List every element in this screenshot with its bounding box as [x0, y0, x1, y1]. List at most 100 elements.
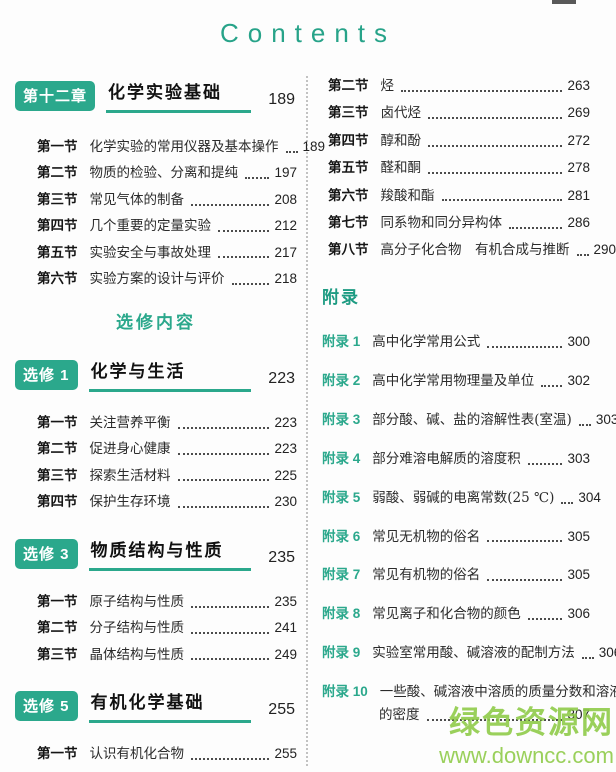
toc-row: 第四节 几个重要的定量实验 212 [37, 218, 297, 235]
section-title: 同系物和同分异构体 [380, 214, 503, 231]
appendix-title: 高中化学常用公式 [372, 334, 481, 351]
appendix-page: 303 [567, 450, 590, 466]
toc-row: 第三节 卤代烃 269 [328, 105, 590, 122]
section-page: 225 [274, 467, 297, 483]
chapter-title: 化学实验基础 [106, 78, 251, 113]
section-page: 290 [593, 242, 616, 258]
left-column: 第十二章 化学实验基础 189 第一节 化学实验的常用仪器及基本操作 189 第… [15, 78, 325, 772]
section-page: 223 [274, 441, 297, 457]
dot-leader [561, 501, 574, 504]
elective-badge: 选修 5 [15, 691, 78, 722]
section-title: 关注营养平衡 [89, 414, 171, 431]
dot-leader [177, 505, 270, 508]
dot-leader [581, 657, 594, 659]
section-label: 第二节 [328, 78, 369, 93]
section-page: 189 [302, 139, 326, 154]
section-label: 第五节 [37, 244, 78, 260]
toc-row: 第六节 羧酸和酯 281 [328, 188, 590, 205]
appendix-title: 部分酸、碱、盐的溶解性表(室温) [372, 411, 572, 428]
appendix-label: 附录 10 [322, 684, 368, 699]
appendix-row: 附录 6 常见无机物的俗名 305 [322, 529, 590, 546]
appendix-title: 实验室常用酸、碱溶液的配制方法 [372, 645, 575, 662]
toc-row: 第五节 醛和酮 278 [328, 160, 590, 177]
elective-section-list: 第一节 认识有机化合物 255 [37, 746, 297, 763]
appendix-title: 常见有机物的俗名 [372, 567, 481, 584]
appendix-label: 附录 4 [322, 450, 361, 466]
elective-title: 物质结构与性质 [88, 536, 251, 571]
elective-badge: 选修 3 [15, 538, 78, 569]
dot-leader [191, 605, 270, 608]
appendix-row: 附录 5 弱酸、弱碱的电离常数(25 ℃) 304 [322, 490, 601, 507]
elective-header: 选修 1 化学与生活 223 [15, 357, 297, 392]
dot-leader [527, 462, 563, 465]
toc-row: 第一节 关注营养平衡 223 [37, 415, 297, 432]
elective-title: 化学与生活 [88, 357, 251, 392]
appendix-label: 附录 6 [322, 528, 361, 544]
section-label: 第三节 [328, 105, 369, 121]
elective-page: 255 [268, 701, 295, 719]
section-page: 208 [274, 191, 297, 207]
section-title: 烃 [380, 78, 395, 94]
elective-header: 选修 3 物质结构与性质 235 [15, 536, 297, 571]
appendix-title: 部分难溶电解质的溶度积 [372, 450, 521, 467]
section-title: 高分子化合物 有机合成与推断 [380, 242, 570, 259]
dot-leader [191, 658, 270, 661]
section-page: 269 [567, 105, 590, 121]
column-divider [306, 76, 308, 766]
dot-leader [231, 282, 270, 285]
section-title: 醇和酚 [380, 132, 422, 149]
appendix-page: 305 [567, 528, 590, 544]
section-page: 230 [274, 493, 297, 509]
appendix-page: 302 [567, 373, 590, 388]
section-label: 第三节 [37, 467, 78, 483]
dot-leader [487, 579, 563, 582]
appendix-title: 常见无机物的俗名 [372, 528, 481, 545]
section-title: 促进身心健康 [89, 441, 171, 458]
toc-row: 第二节 促进身心健康 223 [37, 441, 297, 458]
appendix-label: 附录 3 [322, 411, 361, 427]
section-page: 281 [567, 187, 590, 203]
appendix-title-line2: 的密度 [379, 706, 420, 723]
section-page: 286 [567, 214, 590, 230]
appendix-page: 300 [567, 334, 590, 350]
dot-leader [527, 618, 563, 621]
watermark-site-url: www.downcc.com [439, 743, 614, 768]
section-page: 278 [567, 160, 590, 176]
section-label: 第四节 [328, 132, 369, 148]
dot-leader [428, 172, 563, 174]
appendix-row: 附录 10 一些酸、碱溶液中溶质的质量分数和溶液 [322, 684, 616, 701]
appendix-label: 附录 9 [322, 645, 361, 661]
dot-leader [218, 256, 270, 259]
toc-row: 第一节 认识有机化合物 255 [37, 746, 297, 763]
section-label: 第三节 [37, 191, 78, 207]
appendix-label: 附录 1 [322, 334, 361, 350]
dot-leader [509, 226, 563, 229]
section-label: 第一节 [37, 746, 78, 762]
section-title: 原子结构与性质 [89, 593, 185, 610]
dot-leader [191, 203, 270, 206]
appendix-title: 常见离子和化合物的颜色 [372, 606, 521, 623]
dot-leader [401, 89, 563, 92]
appendix-row: 附录 1 高中化学常用公式 300 [322, 334, 590, 351]
section-title: 认识有机化合物 [89, 746, 185, 763]
section-title: 晶体结构与性质 [89, 646, 185, 663]
section-label: 第一节 [37, 139, 78, 154]
section-page: 212 [274, 218, 297, 234]
section-page: 197 [274, 165, 297, 181]
dot-leader [191, 758, 270, 761]
section-title: 物质的检验、分离和提纯 [89, 165, 239, 182]
section-page: 272 [567, 132, 590, 148]
dot-leader [191, 632, 270, 634]
section-label: 第三节 [37, 646, 78, 662]
chapter-badge: 第十二章 [15, 81, 96, 111]
toc-row: 第二节 分子结构与性质 241 [37, 620, 297, 637]
appendix-page: 304 [578, 489, 601, 505]
section-label: 第七节 [328, 214, 369, 230]
appendix-page: 305 [567, 567, 590, 583]
section-title: 分子结构与性质 [89, 620, 185, 637]
elective-section-list: 第一节 关注营养平衡 223 第二节 促进身心健康 223 第三节 探索生活材料… [37, 415, 297, 511]
toc-row: 第六节 实验方案的设计与评价 218 [37, 271, 297, 288]
section-title: 保护生存环境 [89, 493, 171, 510]
appendix-row: 附录 3 部分酸、碱、盐的溶解性表(室温) 303 [322, 411, 616, 429]
